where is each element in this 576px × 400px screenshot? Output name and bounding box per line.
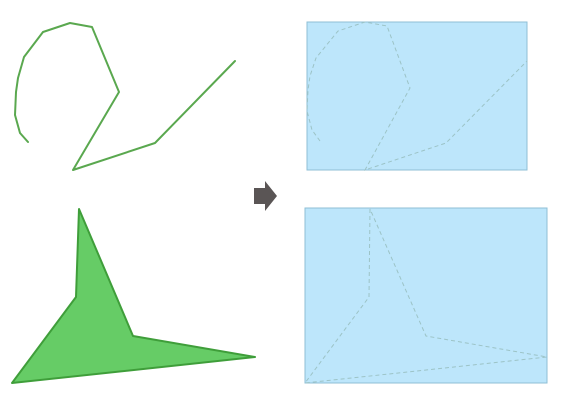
source-polygon xyxy=(11,208,256,384)
source-polyline xyxy=(14,22,236,171)
polygon-bounding-box xyxy=(303,207,548,384)
polyline-bounding-box xyxy=(306,21,528,171)
dashed-polygon-outline xyxy=(303,208,548,384)
right-arrow-icon xyxy=(254,181,277,211)
dashed-polyline-outline xyxy=(306,21,528,171)
